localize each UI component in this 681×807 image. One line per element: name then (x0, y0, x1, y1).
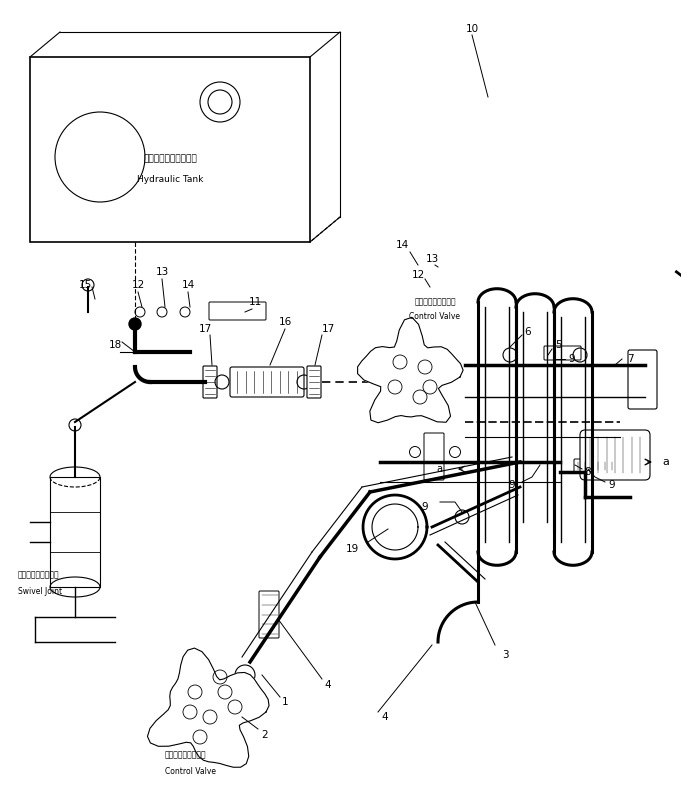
Text: 17: 17 (198, 324, 212, 334)
Text: 14: 14 (396, 240, 409, 250)
FancyBboxPatch shape (424, 433, 444, 480)
Text: 11: 11 (249, 297, 262, 307)
Text: 19: 19 (345, 544, 359, 554)
Text: Swivel Joint: Swivel Joint (18, 587, 62, 596)
Text: 16: 16 (279, 317, 291, 327)
Polygon shape (148, 648, 269, 767)
Text: 17: 17 (321, 324, 334, 334)
Text: 4: 4 (325, 680, 332, 690)
Text: Control Valve: Control Valve (165, 767, 216, 776)
Text: 9: 9 (569, 354, 575, 364)
Text: 2: 2 (262, 730, 268, 740)
Text: 15: 15 (78, 280, 92, 290)
Bar (50, 477, 100, 587)
Text: 9: 9 (422, 502, 428, 512)
Circle shape (129, 318, 141, 330)
Text: コントロールバルブ: コントロールバルブ (165, 751, 206, 759)
FancyBboxPatch shape (259, 591, 279, 638)
Text: 18: 18 (108, 340, 122, 350)
Text: Hydraulic Tank: Hydraulic Tank (137, 174, 203, 183)
Text: 14: 14 (181, 280, 195, 290)
Text: 12: 12 (131, 280, 144, 290)
Text: 13: 13 (426, 254, 439, 264)
Text: 1: 1 (282, 697, 288, 707)
Text: ハイドロリックタンク: ハイドロリックタンク (143, 154, 197, 164)
Text: 7: 7 (627, 354, 633, 364)
FancyBboxPatch shape (628, 350, 657, 409)
FancyBboxPatch shape (230, 367, 304, 397)
Text: 12: 12 (411, 270, 425, 280)
Text: 8: 8 (585, 467, 591, 477)
Text: 5: 5 (555, 340, 561, 350)
Text: a: a (662, 457, 669, 467)
Text: 9: 9 (609, 480, 616, 490)
FancyBboxPatch shape (544, 346, 581, 360)
Text: 9: 9 (509, 480, 516, 490)
FancyBboxPatch shape (209, 302, 266, 320)
Text: コントロールバルブ: コントロールバルブ (414, 298, 456, 307)
FancyBboxPatch shape (580, 430, 650, 480)
FancyBboxPatch shape (224, 694, 238, 728)
FancyBboxPatch shape (203, 366, 217, 398)
FancyBboxPatch shape (307, 366, 321, 398)
Polygon shape (358, 317, 463, 423)
Text: 4: 4 (381, 712, 388, 722)
Text: スイベルジョイント: スイベルジョイント (18, 571, 60, 579)
Text: 3: 3 (502, 650, 508, 660)
Text: a: a (436, 464, 442, 474)
Text: 13: 13 (155, 267, 169, 277)
Text: 10: 10 (465, 24, 479, 34)
FancyBboxPatch shape (574, 459, 616, 473)
Text: Control Valve: Control Valve (409, 312, 460, 321)
Bar (30, 57, 310, 242)
Text: 6: 6 (524, 327, 531, 337)
